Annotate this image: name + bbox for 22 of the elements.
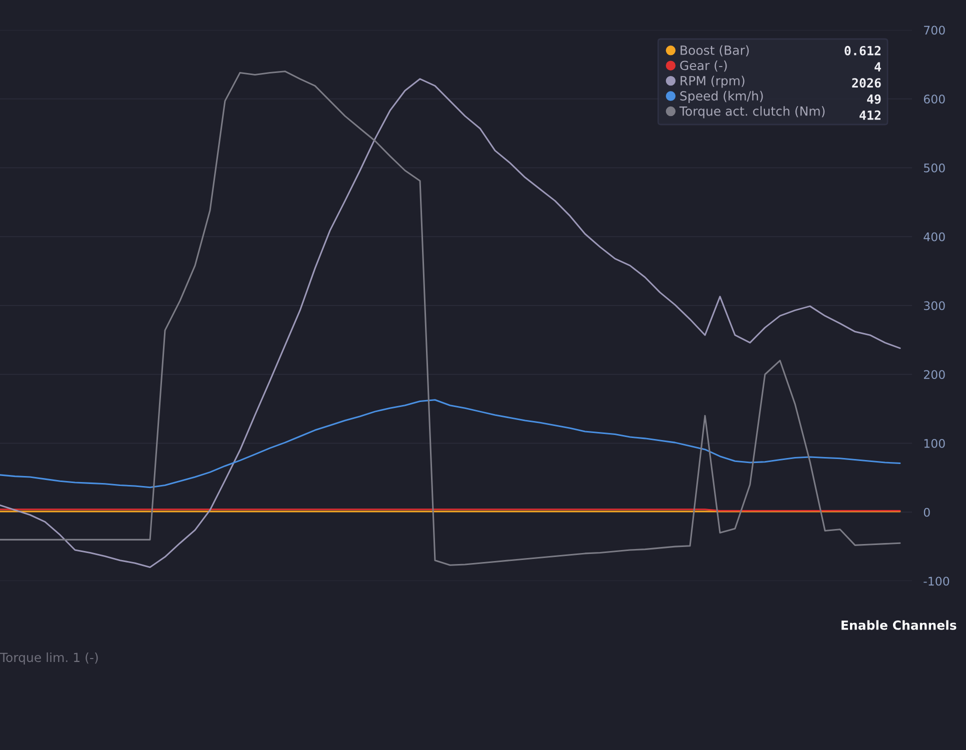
- text: Torque lim. 1 (-): [0, 652, 98, 665]
- annotation: 412: [860, 110, 880, 120]
- annotation: 2026: [852, 78, 881, 88]
- y-tick-label: -100: [924, 576, 950, 586]
- legend-label: Boost (Bar): [680, 45, 749, 56]
- line-series: [0, 399, 901, 488]
- text: Enable Channels: [842, 620, 956, 630]
- y-tick-label: 200: [924, 370, 945, 380]
- y-tick-label: 500: [924, 163, 945, 172]
- annotation: 4: [874, 62, 881, 72]
- annotation: 0.612: [844, 46, 880, 56]
- legend-label: Torque act. clutch (Nm): [679, 106, 825, 118]
- legend-label: RPM (rpm): [680, 76, 744, 88]
- y-tick-label: 600: [924, 94, 945, 104]
- y-tick-label: 700: [924, 26, 945, 35]
- y-tick-label: 100: [924, 438, 945, 448]
- y-tick-label: 400: [924, 232, 945, 242]
- annotation: 49: [867, 94, 881, 104]
- y-tick-label: 300: [924, 301, 945, 310]
- legend-label: Speed (km/h): [680, 90, 763, 104]
- legend-label: Gear (-): [680, 60, 727, 72]
- y-tick-label: 0: [924, 508, 930, 517]
